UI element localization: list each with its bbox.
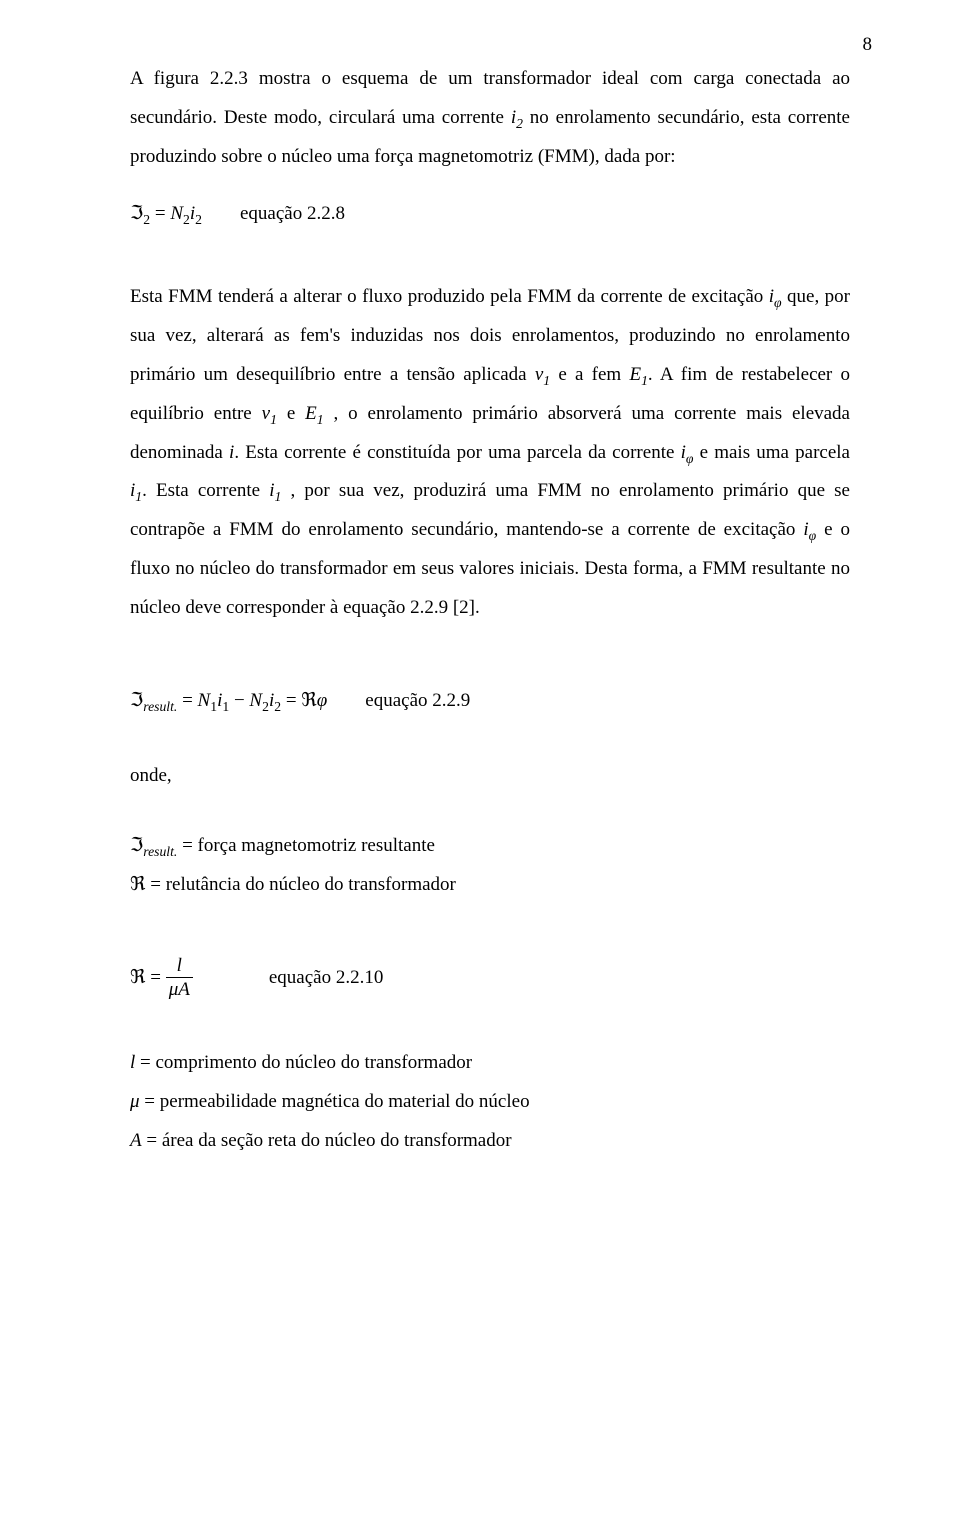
sub: 2 (183, 212, 190, 227)
sym-iphi-c: iφ (803, 519, 816, 540)
sym-i1b: i1 (269, 480, 281, 501)
sub: 1 (641, 372, 648, 387)
sub: 1 (270, 411, 277, 426)
onde-label: onde, (130, 765, 850, 787)
sym-i1: i1 (130, 480, 142, 501)
phi: φ (317, 690, 328, 711)
text: . Esta corrente (142, 480, 269, 501)
v: v (262, 403, 270, 424)
equals: = (145, 967, 165, 988)
text: = comprimento do núcleo do transformador (135, 1052, 472, 1073)
sub-result: result. (143, 844, 177, 859)
mu: μ (169, 979, 179, 1000)
definition-l: l = comprimento do núcleo do transformad… (130, 1044, 850, 1083)
gap (130, 646, 850, 670)
sub: 2 (262, 699, 269, 714)
equals: = (145, 874, 160, 895)
text: e a fem (550, 364, 629, 385)
page: 8 A figura 2.2.3 mostra o esquema de um … (0, 0, 960, 1514)
numerator: l (166, 956, 193, 977)
sym-mu: μ (130, 1091, 140, 1112)
minus: − (229, 690, 249, 711)
text: e mais uma parcela (693, 442, 850, 463)
sub: 2 (516, 116, 523, 131)
sub-result: result. (143, 699, 177, 714)
definition-I-result: ℑresult. = força magnetomotriz resultant… (130, 827, 850, 866)
fraktur-I: ℑ (130, 835, 143, 856)
text: = permeabilidade magnética do material d… (140, 1091, 530, 1112)
sym-A: A (130, 1130, 142, 1151)
fraktur-I: ℑ (130, 203, 143, 224)
N: N (249, 690, 262, 711)
equation-label: equação 2.2.9 (365, 690, 470, 711)
sub: 1 (317, 411, 324, 426)
definition-R: ℜ = relutância do núcleo do transformado… (130, 866, 850, 905)
E: E (305, 403, 317, 424)
equation-2-2-9: ℑresult. = N1i1 − N2i2 = ℜφequação 2.2.9 (130, 682, 850, 721)
text: e (277, 403, 305, 424)
fraktur-R: ℜ (130, 967, 145, 988)
text: = área da seção reta do núcleo do transf… (142, 1130, 512, 1151)
fraktur-R: ℜ (301, 690, 316, 711)
equals: = (177, 690, 197, 711)
E: E (629, 364, 641, 385)
equation-2-2-10: ℜ = lμAequação 2.2.10 (130, 957, 850, 1000)
sym-v1: v1 (535, 364, 550, 385)
sym-E1b: E1 (305, 403, 323, 424)
paragraph-1: A figura 2.2.3 mostra o esquema de um tr… (130, 60, 850, 177)
N: N (170, 203, 183, 224)
fraktur-R: ℜ (130, 874, 145, 895)
equation-2-2-8: ℑ2 = N2i2equação 2.2.8 (130, 195, 850, 234)
fraktur-I: ℑ (130, 690, 143, 711)
paragraph-2: Esta FMM tenderá a alterar o fluxo produ… (130, 278, 850, 628)
A: A (178, 979, 190, 1000)
sym-v1b: v1 (262, 403, 277, 424)
page-number: 8 (863, 34, 873, 56)
sym-i2: i2 (511, 107, 523, 128)
equals: = (281, 690, 301, 711)
sub: φ (774, 295, 782, 310)
fraction: lμA (166, 956, 193, 999)
sub: 2 (195, 212, 202, 227)
sym-E1: E1 (629, 364, 647, 385)
equals: = (150, 203, 170, 224)
sym-iphi: iφ (769, 286, 782, 307)
gap (130, 905, 850, 945)
text: relutância do núcleo do transformador (161, 874, 456, 895)
text: força magnetomotriz resultante (193, 835, 435, 856)
text: . Esta corrente é constituída por uma pa… (234, 442, 680, 463)
sym-iphi-b: iφ (681, 442, 694, 463)
definition-A: A = área da seção reta do núcleo do tran… (130, 1122, 850, 1161)
denominator: μA (166, 977, 193, 999)
text: Esta FMM tenderá a alterar o fluxo produ… (130, 286, 769, 307)
equation-label: equação 2.2.8 (240, 203, 345, 224)
v: v (535, 364, 543, 385)
N: N (198, 690, 211, 711)
equation-label: equação 2.2.10 (269, 967, 383, 988)
definition-mu: μ = permeabilidade magnética do material… (130, 1083, 850, 1122)
equals: = (177, 835, 192, 856)
